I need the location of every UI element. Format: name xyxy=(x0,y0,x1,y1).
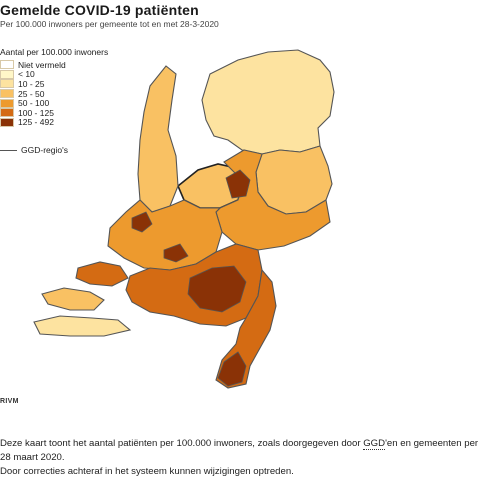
map-region-zeeland-mid[interactable] xyxy=(41,287,105,311)
legend-swatch xyxy=(0,60,14,70)
map-region-zeeland-south[interactable] xyxy=(33,315,132,337)
legend-item-100-125: 100 - 125 xyxy=(0,108,108,118)
legend-item-50-100: 50 - 100 xyxy=(0,98,108,108)
map-region-noord-holland[interactable] xyxy=(137,65,179,213)
map-region-limburg-south[interactable] xyxy=(217,351,247,387)
description-text: Deze kaart toont het aantal patiënten pe… xyxy=(0,438,364,449)
description-text: 'en en gemeenten per xyxy=(385,438,479,449)
map-subtitle: Per 100.000 inwoners per gemeente tot en… xyxy=(0,19,219,29)
legend-swatch xyxy=(0,69,14,79)
description-line-3: Door correcties achteraf in het systeem … xyxy=(0,466,294,477)
map-region-north[interactable] xyxy=(201,49,335,155)
legend-swatch xyxy=(0,89,14,99)
legend-label: GGD-regio's xyxy=(21,145,68,156)
legend-item-niet-vermeld: Niet vermeld xyxy=(0,60,108,70)
legend-label: 25 - 50 xyxy=(18,88,45,99)
legend-line-swatch xyxy=(0,149,17,151)
source-credit: RIVM xyxy=(0,398,19,405)
map-region-zeeland-north[interactable] xyxy=(75,261,129,287)
legend-label: 100 - 125 xyxy=(18,107,54,118)
legend-swatch xyxy=(0,98,14,108)
legend-item-125-492: 125 - 492 xyxy=(0,117,108,128)
legend-item-ggd-regio: GGD-regio's xyxy=(0,145,108,155)
ggd-glossary-link[interactable]: GGD xyxy=(363,438,386,450)
netherlands-map xyxy=(33,49,335,389)
map-region-hotspot-mid[interactable] xyxy=(163,243,189,263)
legend-label: 10 - 25 xyxy=(18,78,45,89)
legend-label: 50 - 100 xyxy=(18,98,50,109)
legend-heading: Aantal per 100.000 inwoners xyxy=(0,47,109,57)
map-title: Gemelde COVID-19 patiënten xyxy=(0,2,199,18)
legend-swatch xyxy=(0,79,14,89)
legend-item-25-50: 25 - 50 xyxy=(0,89,108,99)
map-region-brabant-hotspot[interactable] xyxy=(187,265,247,313)
legend-label: < 10 xyxy=(18,69,35,80)
legend-label: 125 - 492 xyxy=(18,117,54,128)
legend-item-lt10: < 10 xyxy=(0,69,108,80)
legend-label: Niet vermeld xyxy=(18,59,66,70)
map-legend: Aantal per 100.000 inwoners Niet vermeld… xyxy=(0,47,108,155)
map-description: Deze kaart toont het aantal patiënten pe… xyxy=(0,437,500,479)
map-region-hotspot-west[interactable] xyxy=(131,211,153,233)
legend-swatch xyxy=(0,108,14,118)
legend-swatch xyxy=(0,117,14,127)
description-line-2: 28 maart 2020. xyxy=(0,452,65,463)
map-region-hotspot-east[interactable] xyxy=(225,169,251,199)
legend-item-10-25: 10 - 25 xyxy=(0,79,108,89)
description-line-1: Deze kaart toont het aantal patiënten pe… xyxy=(0,437,500,451)
